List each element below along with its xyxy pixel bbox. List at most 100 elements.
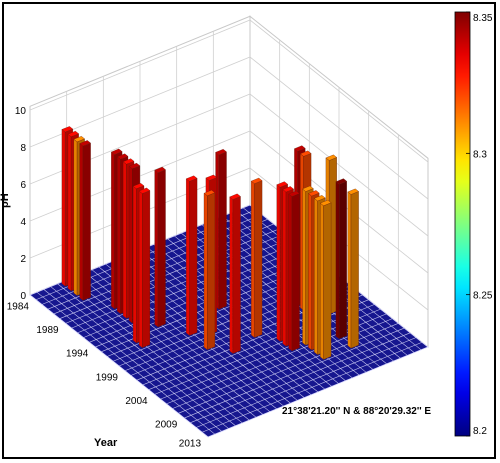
- bar-top: [215, 149, 227, 156]
- bar-face-left: [73, 138, 78, 296]
- z-tick-label: 0: [20, 291, 26, 302]
- floor-gridline: [77, 275, 257, 418]
- bar-top: [138, 187, 151, 194]
- location-annotation: 21°38'21.20'' N & 88°20'29.32'' E: [282, 406, 431, 417]
- bar-top: [335, 178, 347, 185]
- bar-top: [229, 193, 241, 200]
- bar-face-left: [154, 169, 159, 328]
- bar: [288, 190, 300, 352]
- bar-top: [128, 162, 141, 169]
- floor-gridline: [57, 283, 236, 426]
- bar-top: [288, 190, 300, 197]
- colorbar-ticks: 8.35 8.3 8.25 8.2: [466, 11, 493, 437]
- bar-top: [205, 174, 218, 181]
- bar: [215, 149, 227, 310]
- z-tick-label: 6: [20, 180, 26, 191]
- floor-gridline: [139, 249, 319, 393]
- bar-face-left: [117, 156, 121, 315]
- bar-top: [122, 158, 135, 165]
- floor-gridline: [153, 244, 332, 387]
- bar-face-left: [347, 191, 352, 349]
- bar-face-right: [232, 196, 241, 354]
- bar-face-left: [203, 192, 208, 351]
- bar-top: [61, 126, 74, 133]
- colorbar-gradient: [454, 11, 471, 437]
- colorbar-tick-label: 8.25: [473, 291, 493, 302]
- bar-face-right: [82, 142, 91, 301]
- bar-face-left: [314, 198, 318, 356]
- bar-face-left: [302, 188, 306, 346]
- z-axis-label: pH: [0, 193, 11, 208]
- bar-top: [314, 195, 326, 202]
- bar: [138, 187, 151, 349]
- bar-top: [73, 136, 85, 143]
- bar-top: [300, 150, 312, 157]
- floor-gridline: [36, 291, 216, 435]
- year-tick-label: 2009: [155, 420, 178, 431]
- bar-face-left: [288, 193, 293, 352]
- bar: [154, 166, 166, 328]
- bar-face-left: [138, 190, 143, 349]
- year-tick-label: 1999: [96, 372, 119, 383]
- year-tick-label: 2013: [179, 439, 202, 450]
- bar-top: [308, 190, 320, 197]
- bar-face-right: [207, 192, 216, 350]
- bar: [229, 193, 241, 354]
- bar-face-left: [67, 133, 72, 292]
- bar-face-right: [189, 178, 198, 336]
- bar-top: [294, 145, 306, 152]
- bar-top: [67, 130, 79, 137]
- bars-group: [61, 126, 359, 360]
- bar-face-left: [282, 189, 287, 347]
- bar-top: [347, 188, 359, 195]
- floor-gridline: [50, 286, 229, 429]
- colorbar-tick-label: 8.35: [473, 13, 493, 24]
- bar-top: [325, 154, 337, 161]
- bar-face-left: [251, 180, 255, 338]
- floor-gridline: [43, 289, 222, 432]
- floor-gridline: [64, 280, 243, 424]
- bar-face-left: [335, 181, 340, 340]
- bar-top: [79, 140, 91, 147]
- colorbar: [454, 11, 471, 437]
- colorbar-tick-label: 8.2: [473, 426, 487, 437]
- year-tick-label: 1989: [36, 325, 59, 336]
- bar-face-left: [61, 129, 66, 287]
- bar: [347, 188, 359, 349]
- bar-top: [111, 148, 123, 155]
- bar-face-right: [339, 180, 347, 340]
- bar-face-left: [122, 161, 127, 319]
- bar-face-right: [291, 193, 300, 352]
- bar-face-left: [79, 143, 84, 301]
- z-axis-ticks: 0 2 4 6 8 10: [15, 106, 27, 302]
- year-axis-label: Year: [94, 437, 118, 449]
- bar-face-right: [142, 190, 151, 348]
- bar: [203, 189, 216, 351]
- bar-face-left: [186, 178, 190, 336]
- bar: [335, 178, 347, 340]
- year-tick-label: 1994: [66, 349, 89, 360]
- bar-top: [282, 186, 294, 193]
- bar-top: [154, 166, 166, 173]
- bar-face-right: [157, 169, 166, 328]
- z-tick-label: 10: [15, 106, 27, 117]
- bar-top: [203, 189, 216, 196]
- bar-face-right: [350, 191, 359, 349]
- year-tick-label: 1984: [7, 301, 30, 312]
- bar-top: [250, 177, 263, 184]
- bar-face-left: [128, 165, 133, 324]
- bar-top: [320, 199, 332, 206]
- bar-face-left: [320, 202, 324, 360]
- bar-face-right: [254, 180, 263, 338]
- bar-face-left: [132, 185, 137, 344]
- bar-top: [302, 185, 314, 192]
- bar: [250, 177, 263, 338]
- bar-face-right: [218, 151, 227, 310]
- bar-face-left: [229, 196, 234, 354]
- bar: [185, 175, 198, 336]
- z-tick-label: 8: [20, 143, 26, 154]
- floor-gridline: [71, 277, 250, 421]
- year-tick-label: 2004: [125, 396, 148, 407]
